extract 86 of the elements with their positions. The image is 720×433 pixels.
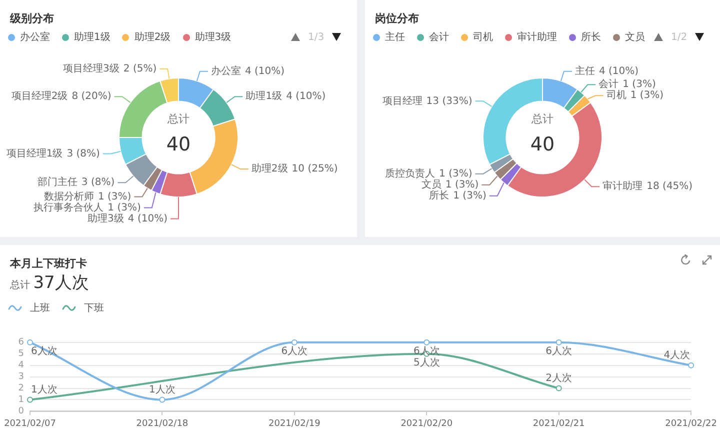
data-label: 8 (20%) — [72, 91, 112, 102]
text: 总计 — [530, 112, 554, 126]
y-tick-label: 5 — [18, 349, 24, 360]
data-label: 1 (3%) — [622, 79, 656, 90]
x-tick-label: 2021/02/07 — [4, 418, 56, 429]
data-label: 18 (45%) — [646, 181, 693, 192]
x-tick-label: 2021/02/20 — [400, 418, 453, 429]
slice-label: 所长 — [429, 189, 450, 202]
slice-label: 数据分析师 — [44, 190, 94, 202]
slice-label: 部门主任 — [37, 176, 78, 188]
data-label: 6人次 — [546, 346, 572, 357]
data-label: 1人次 — [149, 384, 176, 396]
point — [27, 396, 33, 403]
data-label: 1 (3%) — [630, 90, 664, 102]
y-tick-label: 0 — [18, 406, 24, 417]
slice-label: 助理2级 — [251, 162, 288, 175]
slice-label: 办公室 — [210, 64, 241, 77]
data-label: 3 (8%) — [66, 148, 100, 160]
data-label: 4人次 — [664, 350, 690, 361]
data-label: 1人次 — [30, 384, 58, 396]
slice-label: 项目经理1级 — [6, 147, 63, 160]
chart-subtitle: 总计 37人次 — [10, 273, 89, 293]
point — [159, 396, 166, 403]
data-label: 1 (3%) — [108, 202, 141, 214]
y-tick-label: 4 — [18, 360, 24, 371]
data-label: 1 (3%) — [98, 191, 132, 202]
data-label: 4 (10%) — [244, 66, 285, 77]
point — [27, 339, 33, 346]
chart-title: 岗位分布 — [375, 11, 419, 26]
text: 1/3 — [308, 32, 324, 42]
slice-label: 项目经理 — [382, 94, 422, 107]
legend-label: 助理3级 — [194, 30, 232, 44]
legend-label: 司机 — [473, 30, 493, 44]
x-tick-label: 2021/02/21 — [532, 418, 585, 429]
data-label: 2 (5%) — [123, 63, 157, 74]
slice-label: 文员 — [421, 178, 442, 190]
y-tick-label: 1 — [18, 395, 24, 406]
legend-label: 上班 — [30, 302, 50, 315]
text: 总计 — [166, 112, 190, 126]
legend-label: 审计助理 — [517, 30, 557, 44]
point — [291, 339, 298, 346]
legend-label: 主任 — [385, 30, 405, 44]
data-label: 5人次 — [413, 357, 440, 368]
text: 40 — [530, 133, 555, 156]
x-tick-label: 2021/02/22 — [665, 418, 717, 429]
data-label: 2人次 — [546, 372, 572, 384]
slice-label: 质控负责人 — [385, 167, 436, 180]
data-label: 3 (8%) — [81, 177, 115, 188]
x-tick-label: 2021/02/18 — [136, 418, 188, 429]
legend-label: 下班 — [84, 302, 104, 315]
point — [424, 339, 430, 346]
data-label: 4 (10%) — [128, 213, 168, 224]
point — [556, 385, 562, 392]
chart-title: 本月上下班打卡 — [10, 256, 87, 271]
data-label: 1 (3%) — [439, 168, 472, 180]
y-tick-label: 3 — [18, 372, 24, 382]
legend-label: 办公室 — [20, 30, 50, 44]
slice-label: 会计 — [598, 78, 619, 90]
text: 1/2 — [671, 32, 688, 42]
legend-label: 会计 — [429, 30, 449, 44]
point — [556, 339, 562, 346]
text: 40 — [166, 133, 191, 156]
point — [688, 362, 694, 368]
slice-label: 审计助理 — [602, 180, 643, 192]
legend-label: 文员 — [625, 30, 645, 44]
legend-label: 所长 — [581, 30, 601, 44]
slice-label: 项目经理2级 — [11, 90, 68, 102]
legend-label: 助理1级 — [74, 30, 110, 44]
y-tick-label: 2 — [18, 384, 24, 394]
slice-label: 项目经理3级 — [63, 62, 120, 74]
chart-title: 级别分布 — [10, 11, 54, 26]
slice-label: 助理1级 — [246, 90, 282, 102]
data-label: 1 (3%) — [453, 190, 486, 202]
x-tick-label: 2021/02/19 — [268, 418, 321, 429]
y-tick-label: 6 — [18, 338, 24, 348]
data-label: 1 (3%) — [445, 179, 479, 190]
data-label: 10 (25%) — [292, 164, 338, 175]
slice-label: 司机 — [606, 89, 626, 102]
data-label: 4 (10%) — [598, 66, 639, 77]
data-label: 4 (10%) — [286, 91, 326, 102]
slice-label: 助理3级 — [88, 212, 124, 224]
slice-label: 主任 — [574, 64, 595, 77]
data-label: 6人次 — [281, 346, 308, 357]
data-label: 13 (33%) — [426, 96, 472, 107]
slice-label: 执行事务合伙人 — [34, 201, 104, 214]
legend-label: 助理2级 — [134, 30, 171, 44]
